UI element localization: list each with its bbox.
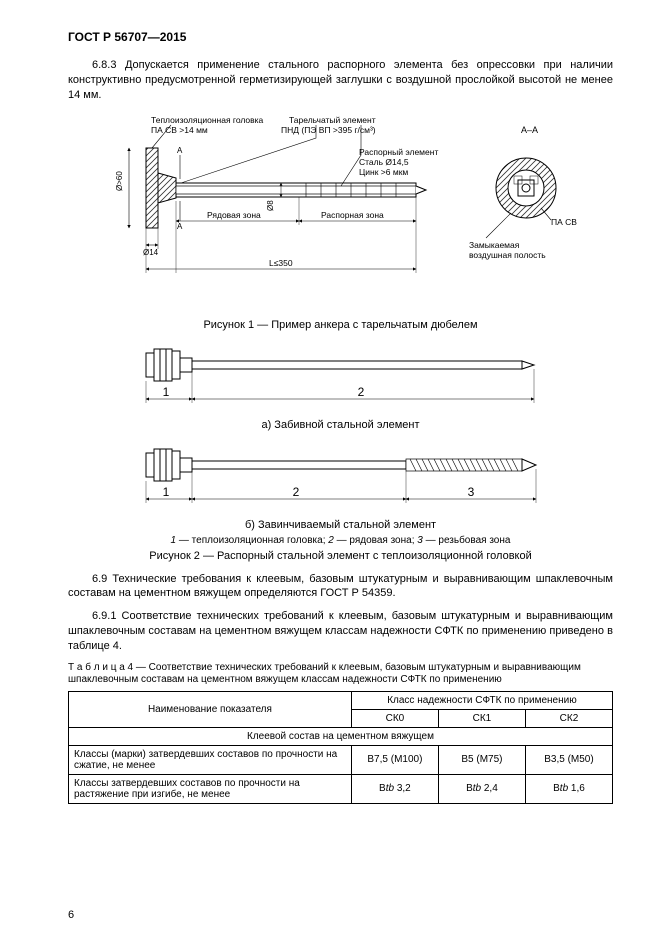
- para-683: 6.8.3 Допускается применение стального р…: [68, 58, 613, 103]
- fig2a-dim1: 1: [162, 385, 169, 399]
- fig1-expzone: Распорная зона: [321, 210, 384, 220]
- figure-2b: 1 2 3: [126, 441, 556, 513]
- fig1-d14: Ø14: [143, 248, 159, 257]
- figure-1: A–A Теплоизоляционная головка ПА СВ >14 …: [81, 113, 601, 313]
- t4-col-name: Наименование показателя: [69, 691, 352, 727]
- para-691: 6.9.1 Соответствие технических требовани…: [68, 609, 613, 654]
- fig1-a1: A: [177, 146, 183, 155]
- fig2-sub-b: б) Завинчиваемый стальной элемент: [68, 519, 613, 531]
- fig1-pasv: ПА СВ: [551, 217, 577, 227]
- fig2b-dim3: 3: [467, 485, 474, 499]
- t4-col-group: Класс надежности СФТК по применению: [351, 691, 612, 709]
- fig1-d60: Ø>60: [115, 170, 124, 190]
- table-row: Классы затвердевших составов по прочност…: [69, 774, 613, 803]
- table-row: Классы (марки) затвердевших составов по …: [69, 745, 613, 774]
- fig1-steel-label: Сталь Ø14,5: [359, 157, 409, 167]
- t4-r1-v1: B5 (M75): [438, 745, 525, 774]
- fig1-aircav2: воздушная полость: [469, 250, 546, 260]
- fig1-head-label: Теплоизоляционная головка: [151, 115, 264, 125]
- t4-section: Клеевой состав на цементном вяжущем: [69, 727, 613, 745]
- fig2b-dim1: 1: [162, 485, 169, 499]
- page-number: 6: [68, 909, 74, 921]
- t4-sk2: СК2: [525, 709, 612, 727]
- table4-title: Т а б л и ц а 4 — Соответствие техническ…: [68, 662, 613, 687]
- t4-r2-name: Классы затвердевших составов по прочност…: [69, 774, 352, 803]
- t4-sk1: СК1: [438, 709, 525, 727]
- t4-sk0: СК0: [351, 709, 438, 727]
- fig2-caption: Рисунок 2 — Распорный стальной элемент с…: [68, 550, 613, 562]
- doc-title: ГОСТ Р 56707—2015: [68, 30, 613, 44]
- fig1-a2: A: [177, 222, 183, 231]
- fig1-head-label2: ПА СВ >14 мм: [151, 125, 208, 135]
- section-aa-label: A–A: [521, 125, 538, 135]
- para-69: 6.9 Технические требования к клеевым, ба…: [68, 572, 613, 602]
- t4-r2-v1: Btb 2,4: [438, 774, 525, 803]
- table-4: Наименование показателя Класс надежности…: [68, 691, 613, 804]
- fig1-expander-label: Распорный элемент: [359, 147, 438, 157]
- t4-r1-name: Классы (марки) затвердевших составов по …: [69, 745, 352, 774]
- fig1-plate-label2: ПНД (ПЭ ВП >395 г/см³): [281, 125, 376, 135]
- t4-r1-v0: B7,5 (M100): [351, 745, 438, 774]
- fig1-zinc-label: Цинк >6 мкм: [359, 167, 408, 177]
- fig2-legend: 1 — теплоизоляционная головка; 2 — рядов…: [68, 535, 613, 546]
- fig2b-dim2: 2: [292, 485, 299, 499]
- t4-r2-v0: Btb 3,2: [351, 774, 438, 803]
- t4-r1-v2: B3,5 (M50): [525, 745, 612, 774]
- fig2-sub-a: а) Забивной стальной элемент: [68, 419, 613, 431]
- fig2a-dim2: 2: [357, 385, 364, 399]
- fig1-plate-label: Тарельчатый элемент: [289, 115, 376, 125]
- figure-2a: 1 2: [126, 341, 556, 413]
- fig1-d8: Ø8: [266, 199, 275, 210]
- fig1-caption: Рисунок 1 — Пример анкера с тарельчатым …: [68, 319, 613, 331]
- fig1-len: L≤350: [269, 258, 293, 268]
- t4-r2-v2: Btb 1,6: [525, 774, 612, 803]
- fig1-aircav1: Замыкаемая: [469, 240, 520, 250]
- fig1-rowzone: Рядовая зона: [207, 210, 261, 220]
